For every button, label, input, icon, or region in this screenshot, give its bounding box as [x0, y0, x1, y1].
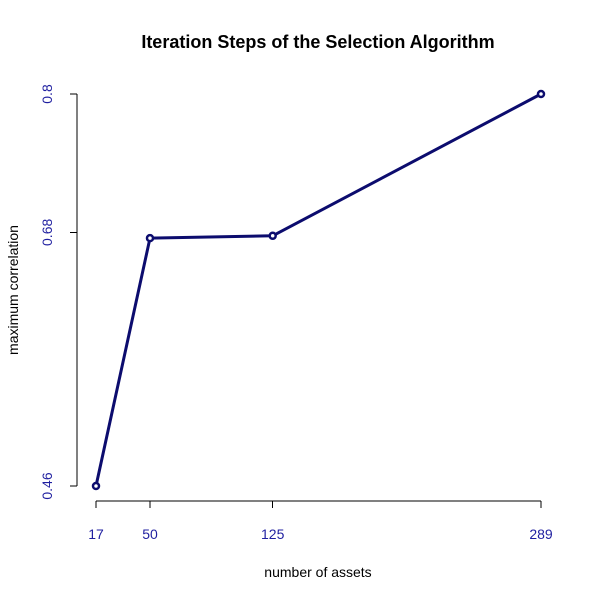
x-tick-label: 289	[529, 526, 553, 542]
y-axis-label: maximum correlation	[5, 225, 21, 355]
x-axis-label: number of assets	[264, 564, 371, 580]
chart-title: Iteration Steps of the Selection Algorit…	[141, 32, 494, 52]
axes: 17 50 125 289 0.46 0.68 0.8	[39, 84, 553, 542]
series-line	[94, 92, 543, 488]
x-tick-label: 125	[261, 526, 285, 542]
data-series	[91, 89, 546, 491]
data-point	[268, 231, 277, 241]
x-tick-label: 17	[88, 526, 104, 542]
y-tick-label: 0.8	[39, 84, 55, 104]
data-point	[536, 89, 546, 99]
y-tick-label: 0.68	[39, 219, 55, 246]
x-tick-label: 50	[142, 526, 158, 542]
y-tick-label: 0.46	[39, 472, 55, 499]
data-point	[91, 481, 101, 491]
data-point	[145, 233, 155, 243]
